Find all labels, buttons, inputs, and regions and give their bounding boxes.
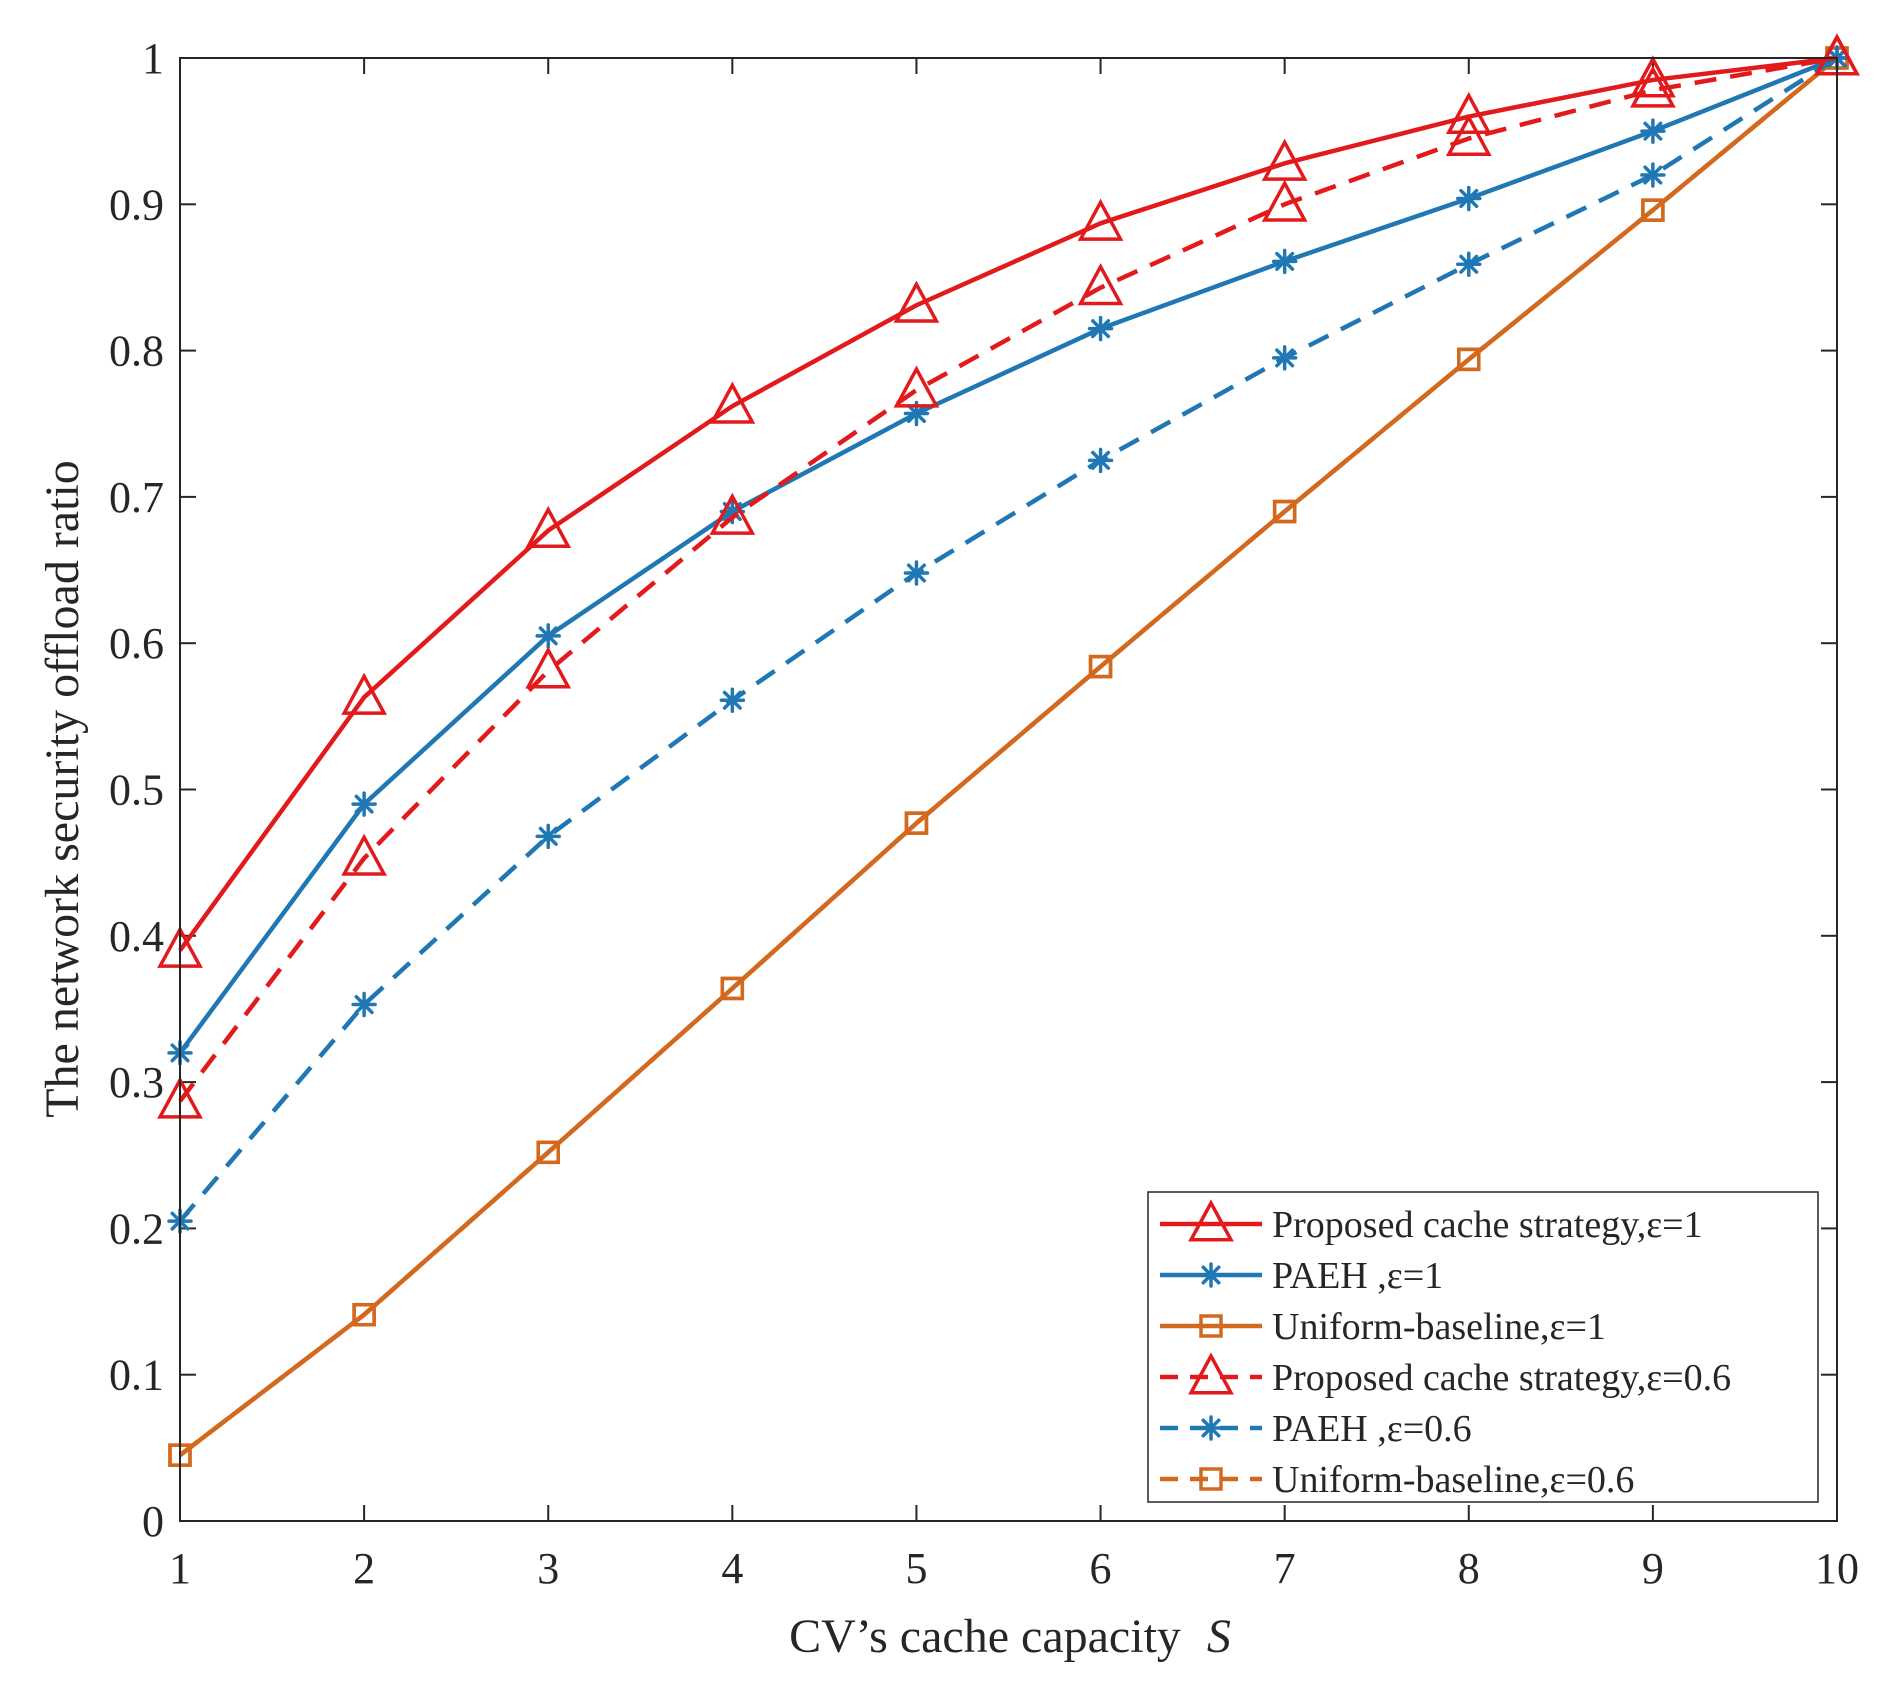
series-lines bbox=[157, 33, 1860, 1467]
data-point bbox=[1641, 198, 1665, 222]
legend-marker bbox=[1198, 1415, 1224, 1441]
data-point bbox=[351, 991, 377, 1018]
y-tick-label: 0.7 bbox=[109, 473, 164, 522]
series-line bbox=[178, 55, 1838, 1055]
legend-label: PAEH ,ε=1 bbox=[1272, 1255, 1443, 1297]
x-tick-labels: 1 2 3 4 5 6 7 8 9 10 bbox=[169, 1544, 1859, 1593]
data-point bbox=[1087, 315, 1114, 342]
legend-marker bbox=[1188, 1199, 1234, 1242]
y-tick-label: 0.9 bbox=[109, 180, 164, 229]
series-1 bbox=[157, 33, 1860, 968]
y-axis-title: The network security offload ratio bbox=[36, 460, 89, 1118]
x-tick-label: 5 bbox=[905, 1544, 927, 1593]
y-tick-label: 0 bbox=[142, 1497, 164, 1546]
y-tick-labels: 0 0.1 0.2 0.3 0.4 0.5 0.6 0.7 0.8 0.9 1 bbox=[109, 34, 164, 1546]
data-point bbox=[1640, 118, 1666, 144]
data-point bbox=[1077, 198, 1124, 241]
series-line bbox=[178, 56, 1839, 1223]
data-point bbox=[536, 1140, 560, 1165]
legend-marker bbox=[1188, 1352, 1234, 1395]
legend-marker bbox=[1199, 1314, 1223, 1338]
data-point bbox=[351, 791, 377, 817]
y-tick-label: 0.4 bbox=[109, 912, 164, 961]
data-point bbox=[1457, 347, 1481, 372]
data-point bbox=[1087, 447, 1114, 474]
x-axis-title: CV’s cache capacity S bbox=[789, 1610, 1231, 1663]
legend-marker bbox=[1198, 1262, 1224, 1288]
data-point bbox=[341, 833, 388, 876]
data-point bbox=[1640, 162, 1666, 188]
data-point bbox=[1261, 138, 1308, 181]
data-point bbox=[719, 687, 746, 714]
data-point bbox=[1088, 654, 1113, 679]
legend-entry: Proposed cache strategy,ε=1 bbox=[1160, 1199, 1703, 1246]
legend-entry: Uniform-baseline,ε=0.6 bbox=[1160, 1459, 1634, 1501]
data-point bbox=[1456, 185, 1482, 212]
x-tick-label: 9 bbox=[1642, 1544, 1664, 1593]
legend-entry: Uniform-baseline,ε=1 bbox=[1160, 1306, 1606, 1348]
legend-label: PAEH ,ε=0.6 bbox=[1272, 1408, 1472, 1450]
legend-marker bbox=[1199, 1467, 1223, 1491]
legend-label: Uniform-baseline,ε=1 bbox=[1272, 1306, 1606, 1348]
y-tick-label: 0.1 bbox=[109, 1351, 164, 1400]
data-point bbox=[1445, 91, 1492, 135]
data-point bbox=[535, 623, 561, 649]
legend-box bbox=[1147, 1191, 1819, 1503]
x-axis-title-symbol: S bbox=[1207, 1610, 1231, 1663]
legend-label: Uniform-baseline,ε=0.6 bbox=[1272, 1459, 1634, 1501]
data-point bbox=[1261, 179, 1308, 222]
data-point bbox=[893, 365, 940, 408]
data-point bbox=[525, 646, 572, 689]
data-point bbox=[1445, 113, 1492, 156]
x-tick-label: 2 bbox=[353, 1544, 375, 1593]
data-point bbox=[352, 1302, 376, 1327]
data-point bbox=[1272, 499, 1297, 524]
data-point bbox=[720, 976, 745, 1001]
legend-entry: Proposed cache strategy,ε=0.6 bbox=[1160, 1352, 1731, 1399]
x-axis-title-text: CV’s cache capacity bbox=[789, 1610, 1181, 1663]
data-point bbox=[904, 811, 929, 835]
legend-label: Proposed cache strategy,ε=1 bbox=[1272, 1204, 1703, 1246]
data-point bbox=[341, 672, 388, 715]
x-tick-label: 6 bbox=[1090, 1544, 1112, 1593]
legend: Proposed cache strategy,ε=1 PAEH ,ε=1 Unif… bbox=[1147, 1191, 1819, 1503]
data-point bbox=[1271, 345, 1298, 371]
series-line bbox=[178, 56, 1839, 1457]
series-2 bbox=[167, 45, 1850, 1066]
legend-label: Proposed cache strategy,ε=0.6 bbox=[1272, 1357, 1731, 1399]
x-tick-label: 10 bbox=[1815, 1544, 1859, 1593]
y-tick-label: 0.5 bbox=[109, 766, 164, 815]
data-point bbox=[709, 492, 756, 535]
data-point bbox=[893, 280, 940, 323]
series-line bbox=[178, 55, 1838, 1103]
x-tick-label: 7 bbox=[1274, 1544, 1296, 1593]
data-point bbox=[1629, 65, 1676, 108]
data-point bbox=[1456, 251, 1482, 278]
series-line bbox=[178, 55, 1838, 952]
data-point bbox=[1077, 263, 1124, 306]
plot-frame bbox=[179, 57, 1838, 1522]
legend-entry: PAEH ,ε=1 bbox=[1160, 1255, 1443, 1297]
data-point bbox=[1629, 55, 1676, 98]
y-tick-label: 0.8 bbox=[109, 327, 164, 376]
data-point bbox=[535, 823, 561, 850]
data-point bbox=[525, 505, 572, 549]
x-tick-label: 3 bbox=[537, 1544, 559, 1593]
data-point bbox=[1271, 248, 1298, 275]
legend-entry: PAEH ,ε=0.6 bbox=[1160, 1408, 1472, 1450]
x-tick-label: 4 bbox=[721, 1544, 743, 1593]
y-tick-label: 0.3 bbox=[109, 1058, 164, 1107]
y-tick-label: 0.6 bbox=[109, 619, 164, 668]
x-tick-label: 1 bbox=[169, 1544, 191, 1593]
y-tick-label: 0.2 bbox=[109, 1204, 164, 1253]
data-point bbox=[709, 381, 756, 424]
y-tick-label: 1 bbox=[142, 34, 164, 83]
data-point bbox=[903, 560, 930, 586]
x-tick-label: 8 bbox=[1458, 1544, 1480, 1593]
